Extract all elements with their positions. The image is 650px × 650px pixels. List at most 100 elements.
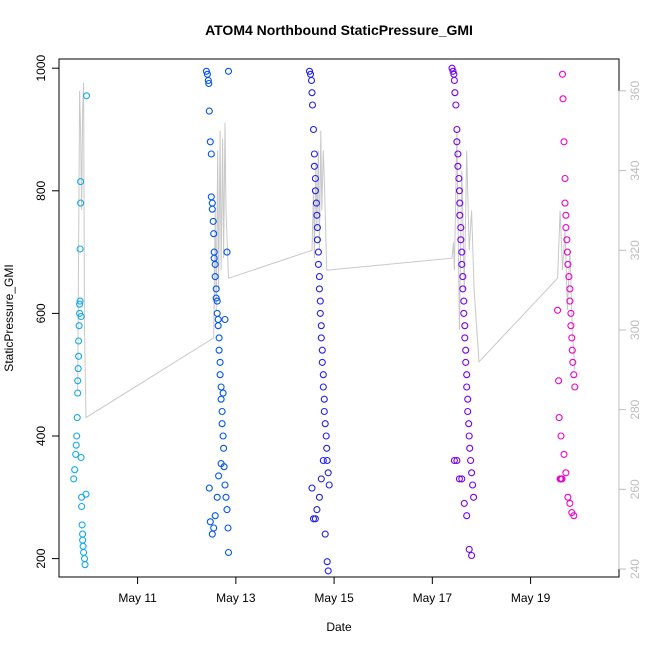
data-point <box>323 456 331 465</box>
data-point <box>79 542 87 550</box>
data-point <box>204 76 212 85</box>
data-point <box>460 499 468 507</box>
data-point <box>206 138 214 146</box>
data-point <box>78 502 86 511</box>
data-point <box>313 506 321 514</box>
data-point <box>323 444 331 452</box>
data-point <box>470 493 478 501</box>
data-point <box>463 371 471 379</box>
data-point <box>564 260 572 268</box>
data-point <box>74 377 82 385</box>
data-point <box>313 211 321 219</box>
data-point <box>456 211 464 219</box>
data-point <box>211 512 219 520</box>
data-point <box>554 306 562 314</box>
data-point <box>224 548 233 557</box>
data-point <box>450 76 458 85</box>
data-point <box>77 312 85 321</box>
data-point <box>315 493 323 501</box>
data-point <box>217 460 225 468</box>
data-point <box>325 481 333 489</box>
data-point <box>459 285 467 293</box>
data-point <box>323 558 331 566</box>
data-point <box>456 199 464 207</box>
data-point <box>78 521 86 529</box>
data-point <box>315 285 323 293</box>
x-tick-label: May 15 <box>314 591 354 605</box>
data-point <box>316 309 324 317</box>
data-point <box>317 475 325 483</box>
data-point <box>223 248 231 256</box>
data-point <box>324 469 332 477</box>
data-point <box>558 70 567 78</box>
data-point <box>465 420 473 428</box>
data-point <box>224 524 232 532</box>
data-point <box>558 475 566 483</box>
data-point <box>459 273 467 281</box>
data-point <box>450 456 458 465</box>
data-point <box>210 524 218 532</box>
data-point <box>216 371 224 379</box>
data-point <box>71 466 79 474</box>
secondary-series-line <box>77 82 576 419</box>
data-point <box>564 493 572 501</box>
data-point <box>79 536 87 544</box>
x-axis: May 11 May 13 May 15 May 17 May 19 <box>118 576 551 605</box>
data-point <box>321 530 329 538</box>
data-point <box>213 309 221 317</box>
x-tick-label: May 19 <box>511 591 551 605</box>
data-point <box>466 444 474 452</box>
data-point <box>80 548 88 557</box>
data-point <box>72 441 80 449</box>
data-point <box>321 420 329 428</box>
data-point <box>310 162 318 170</box>
data-point <box>460 309 468 317</box>
data-point <box>308 484 316 492</box>
data-point <box>76 300 84 308</box>
data-point <box>205 79 213 88</box>
data-point <box>469 481 477 489</box>
data-point <box>461 322 469 330</box>
data-point <box>319 383 327 391</box>
data-point <box>77 453 85 462</box>
y-tick-label: 200 <box>34 548 48 568</box>
data-point <box>460 297 468 305</box>
data-point <box>220 444 228 452</box>
data-point <box>449 67 457 75</box>
data-point <box>562 224 570 232</box>
data-point <box>313 236 321 244</box>
data-point <box>75 337 83 345</box>
data-point <box>215 334 223 342</box>
data-point <box>317 322 325 330</box>
data-point <box>464 407 472 416</box>
data-point <box>318 346 326 354</box>
data-point <box>458 260 466 268</box>
data-point <box>222 493 230 501</box>
data-point <box>314 260 322 268</box>
data-point <box>563 236 571 244</box>
data-point <box>309 125 318 134</box>
data-point <box>454 162 462 170</box>
data-point <box>563 248 571 256</box>
data-point <box>224 67 233 75</box>
data-point <box>219 432 227 440</box>
data-point <box>567 322 575 330</box>
data-point <box>468 551 476 560</box>
data-point <box>207 150 215 158</box>
data-point <box>211 273 219 281</box>
x-tick-label: May 11 <box>118 591 157 605</box>
y2-tick-label: 340 <box>628 160 642 180</box>
y-tick-label: 600 <box>34 303 48 323</box>
data-point <box>74 389 82 397</box>
data-point <box>314 248 322 256</box>
data-point <box>455 475 463 483</box>
data-point <box>316 297 324 305</box>
data-point <box>208 530 216 538</box>
data-point <box>307 76 316 85</box>
data-point <box>79 530 87 538</box>
data-point <box>457 224 465 232</box>
data-point <box>562 469 570 477</box>
plot-frame <box>58 58 620 578</box>
data-point <box>223 506 231 514</box>
data-point <box>76 245 84 253</box>
